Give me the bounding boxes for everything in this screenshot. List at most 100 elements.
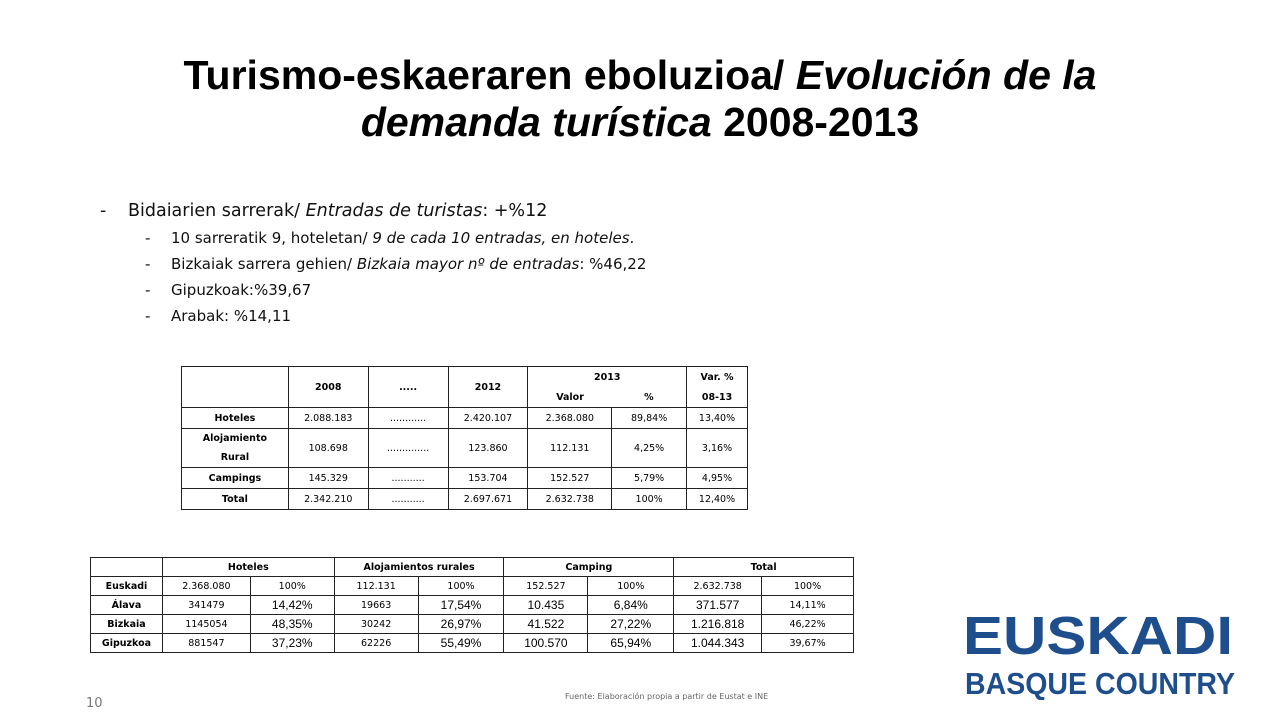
cell-camping-pct: 6,84% [587, 595, 675, 615]
row-label: Gipuzkoa [90, 633, 163, 653]
bullet-sub: - Bizkaiak sarrera gehien/ Bizkaia mayor … [145, 255, 647, 273]
cell-rurales: 62226 [333, 633, 419, 653]
table-header-row: 2008 ..... 2012 2013 Var. % [181, 366, 748, 408]
header-camping: Camping [503, 557, 675, 577]
cell-total: 1.044.343 [673, 633, 763, 653]
bullet-sub: -10 sarreratik 9, hoteletan/ 9 de cada 1… [145, 229, 635, 247]
cell-total: 2.632.738 [673, 576, 763, 596]
table-row: Campings 145.329 ........... 153.704 152… [181, 467, 748, 489]
entries-table-2008-2013: 2008 ..... 2012 2013 Var. % Valor % 08-1… [181, 366, 748, 510]
cell-camping: 10.435 [503, 595, 589, 615]
header-var-range: 08-13 [686, 387, 748, 408]
row-label: Euskadi [90, 576, 163, 596]
euskadi-logo: EUSKADI BASQUE COUNTRY [963, 606, 1235, 700]
cell-camping-pct: 65,94% [587, 633, 675, 653]
bullet-tail: : +%12 [482, 201, 548, 221]
header-2013: 2013 [527, 366, 688, 387]
header-pct: % [611, 387, 688, 408]
cell-var: 12,40% [686, 488, 748, 510]
slide-title: Turismo-eskaeraren eboluzioa/ Evolución … [60, 52, 1220, 146]
cell-total: 1.216.818 [673, 614, 763, 634]
cell-pct: 89,84% [611, 407, 688, 429]
cell-2008: 108.698 [287, 428, 369, 468]
row-label: Total [181, 488, 289, 510]
logo-line-2: BASQUE COUNTRY [965, 666, 1235, 700]
table-row: Hoteles 2.088.183 ............ 2.420.107… [181, 407, 748, 429]
header-total: Total [673, 557, 854, 577]
cell-2013: 112.131 [527, 428, 613, 468]
cell-2008: 145.329 [287, 467, 369, 489]
row-label-line2: Rural [220, 452, 250, 463]
cell-2012: 2.697.671 [447, 488, 529, 510]
cell-hoteles-pct: 48,35% [249, 614, 335, 634]
page-number: 10 [86, 696, 103, 711]
header-dots: ..... [367, 366, 449, 408]
title-spanish-2: demanda turística [360, 99, 712, 145]
bullet-list: - Bidaiarien sarrerak/ Entradas de turist… [100, 197, 646, 329]
title-line-1: Turismo-eskaeraren eboluzioa/ Evolución … [60, 52, 1220, 99]
row-label: Campings [181, 467, 289, 489]
cell-var: 4,95% [686, 467, 748, 489]
cell-total-pct: 46,22% [761, 614, 854, 634]
cell-camping: 152.527 [503, 576, 589, 596]
cell-rurales: 112.131 [333, 576, 419, 596]
cell-hoteles-pct: 37,23% [249, 633, 335, 653]
bullet-text: Bizkaiak sarrera gehien/ [171, 255, 357, 273]
header-2012: 2012 [447, 366, 529, 408]
cell-2013: 2.632.738 [527, 488, 613, 510]
cell-rurales-pct: 55,49% [417, 633, 505, 653]
bullet-main: - Bidaiarien sarrerak/ Entradas de turist… [100, 201, 548, 221]
table-row: Álava 341479 14,42% 19663 17,54% 10.435 … [90, 595, 854, 615]
cell-camping: 41.522 [503, 614, 589, 634]
cell-2012: 153.704 [447, 467, 529, 489]
title-line-2: demanda turística 2008-2013 [60, 99, 1220, 146]
table-row: Alojamiento Rural 108.698 .............. … [181, 428, 748, 468]
row-label-line1: Alojamiento [202, 433, 268, 444]
logo-line-1: EUSKADI [963, 606, 1233, 666]
cell-hoteles: 341479 [161, 595, 251, 615]
header-hoteles: Hoteles [161, 557, 335, 577]
bullet-text: 10 sarreratik 9, hoteletan/ [171, 229, 373, 247]
cell-total: 371.577 [673, 595, 763, 615]
cell-pct: 4,25% [611, 428, 688, 468]
bullet-italic: 9 de cada 10 entradas, en hoteles [372, 229, 630, 247]
cell-hoteles: 1145054 [161, 614, 251, 634]
table-header-row: Hoteles Alojamientos rurales Camping Tot… [90, 557, 854, 577]
bullet-italic: Bizkaia mayor nº de entradas [356, 255, 580, 273]
header-empty [90, 557, 163, 577]
cell-hoteles-pct: 100% [249, 576, 335, 596]
cell-2012: 123.860 [447, 428, 529, 468]
cell-rurales-pct: 100% [417, 576, 505, 596]
table-row: Gipuzkoa 881547 37,23% 62226 55,49% 100.… [90, 633, 854, 653]
cell-dots: ............ [367, 407, 449, 429]
entries-by-territory-table: Hoteles Alojamientos rurales Camping Tot… [90, 557, 854, 653]
cell-hoteles: 2.368.080 [161, 576, 251, 596]
cell-total-pct: 14,11% [761, 595, 854, 615]
cell-dots: ........... [367, 467, 449, 489]
title-basque: Turismo-eskaeraren eboluzioa/ [183, 52, 796, 98]
cell-hoteles-pct: 14,42% [249, 595, 335, 615]
cell-camping: 100.570 [503, 633, 589, 653]
cell-2013: 152.527 [527, 467, 613, 489]
bullet-text: Bidaiarien sarrerak/ [128, 201, 306, 221]
header-2008: 2008 [287, 366, 369, 408]
cell-pct: 100% [611, 488, 688, 510]
cell-camping-pct: 27,22% [587, 614, 675, 634]
row-label: Hoteles [181, 407, 289, 429]
table-row: Euskadi 2.368.080 100% 112.131 100% 152.… [90, 576, 854, 596]
cell-total-pct: 100% [761, 576, 854, 596]
bullet-italic: Entradas de turistas [305, 201, 483, 221]
cell-dots: .............. [367, 428, 449, 468]
cell-pct: 5,79% [611, 467, 688, 489]
bullet-tail: . [629, 229, 635, 247]
cell-var: 13,40% [686, 407, 748, 429]
title-years: 2008-2013 [711, 99, 920, 145]
header-var: Var. % [686, 366, 748, 387]
bullet-text: Arabak: %14,11 [171, 307, 292, 325]
table-row: Total 2.342.210 ........... 2.697.671 2.… [181, 488, 748, 510]
table-row: Bizkaia 1145054 48,35% 30242 26,97% 41.5… [90, 614, 854, 634]
cell-rurales: 19663 [333, 595, 419, 615]
bullet-sub: - Arabak: %14,11 [145, 307, 292, 325]
cell-var: 3,16% [686, 428, 748, 468]
source-note: Fuente: Elaboración propia a partir de E… [565, 692, 769, 701]
